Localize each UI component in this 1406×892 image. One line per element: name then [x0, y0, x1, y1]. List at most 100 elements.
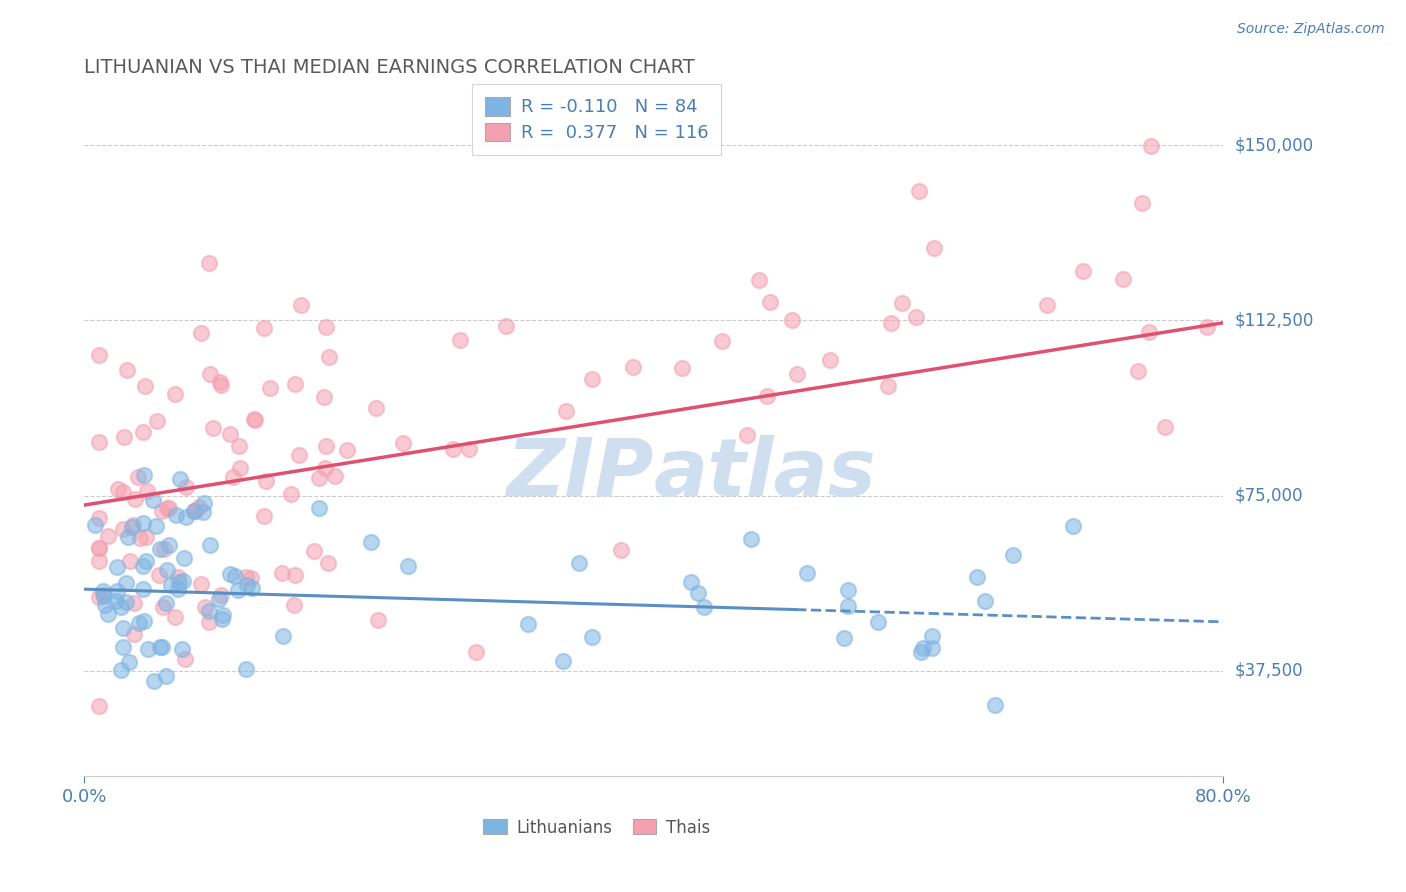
Point [173, 551, 195, 566]
Point [190, 577, 212, 591]
Point [198, 538, 221, 552]
Point [115, 595, 138, 609]
Point [235, 578, 257, 592]
Point [131, 582, 153, 596]
Point [1001, 548, 1024, 562]
Text: ZIP: ZIP [506, 434, 654, 513]
Point [165, 508, 187, 523]
Text: $37,500: $37,500 [1234, 662, 1303, 680]
Point [115, 576, 138, 591]
Text: $75,000: $75,000 [1234, 487, 1303, 505]
Point [208, 592, 231, 607]
Point [198, 604, 221, 618]
Point [111, 485, 134, 500]
Point [252, 321, 274, 335]
Point [555, 404, 578, 418]
Point [167, 570, 190, 584]
Point [87, 348, 110, 362]
Point [449, 333, 471, 347]
Point [211, 613, 233, 627]
Point [1137, 325, 1160, 339]
Point [136, 642, 159, 657]
Point [755, 389, 778, 403]
Point [308, 500, 330, 515]
Point [150, 640, 173, 654]
Point [209, 378, 232, 392]
Point [105, 560, 128, 574]
Point [145, 518, 167, 533]
Point [1035, 298, 1057, 312]
Point [910, 645, 932, 659]
Point [91, 584, 114, 599]
Point [193, 496, 215, 510]
Point [132, 614, 155, 628]
Point [271, 566, 294, 581]
Point [465, 644, 488, 658]
Point [235, 570, 257, 584]
Text: $112,500: $112,500 [1234, 311, 1315, 329]
Point [222, 469, 245, 483]
Point [366, 401, 388, 415]
Point [115, 363, 138, 377]
Point [134, 378, 156, 392]
Point [124, 492, 146, 507]
Point [117, 530, 139, 544]
Point [1071, 264, 1094, 278]
Point [191, 505, 214, 519]
Point [516, 617, 538, 632]
Point [966, 569, 988, 583]
Point [832, 632, 855, 646]
Point [155, 669, 177, 683]
Point [122, 627, 145, 641]
Point [316, 556, 339, 570]
Point [254, 474, 277, 488]
Point [97, 529, 120, 543]
Point [148, 568, 170, 582]
Point [290, 298, 312, 312]
Point [679, 575, 702, 590]
Point [87, 698, 110, 713]
Point [396, 558, 419, 573]
Text: atlas: atlas [654, 434, 876, 513]
Point [458, 442, 481, 456]
Point [367, 613, 389, 627]
Point [87, 554, 110, 568]
Point [87, 435, 110, 450]
Point [170, 642, 193, 657]
Point [1128, 364, 1150, 378]
Point [83, 518, 105, 533]
Point [198, 256, 221, 270]
Point [983, 698, 1005, 713]
Point [112, 621, 135, 635]
Point [174, 480, 197, 494]
Point [240, 581, 263, 595]
Point [876, 379, 898, 393]
Point [135, 530, 157, 544]
Point [336, 443, 359, 458]
Point [259, 381, 281, 395]
Point [740, 533, 762, 547]
Point [710, 334, 733, 348]
Point [132, 516, 155, 531]
Point [1154, 420, 1177, 434]
Point [551, 654, 574, 668]
Point [87, 510, 110, 524]
Point [105, 583, 128, 598]
Point [155, 596, 177, 610]
Point [280, 487, 302, 501]
Text: LITHUANIAN VS THAI MEDIAN EARNINGS CORRELATION CHART: LITHUANIAN VS THAI MEDIAN EARNINGS CORRE… [84, 57, 695, 77]
Point [235, 662, 257, 676]
Point [156, 501, 179, 516]
Point [780, 313, 803, 327]
Point [748, 273, 770, 287]
Point [581, 630, 603, 644]
Point [150, 504, 173, 518]
Point [112, 430, 135, 444]
Point [157, 501, 180, 516]
Point [97, 607, 120, 622]
Point [190, 326, 212, 341]
Point [308, 471, 330, 485]
Point [219, 566, 242, 581]
Point [360, 535, 382, 549]
Point [818, 353, 841, 368]
